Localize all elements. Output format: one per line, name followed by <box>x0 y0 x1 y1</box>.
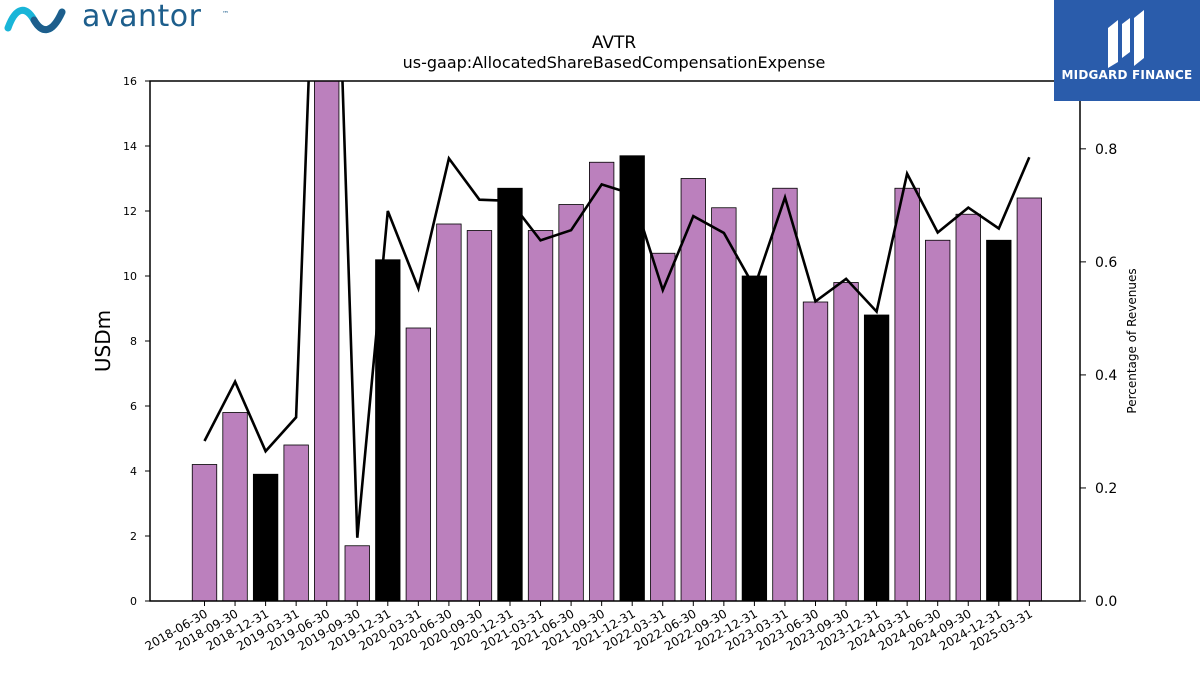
y-tick-label: 6 <box>130 400 137 413</box>
company-logo-tm: ™ <box>222 10 229 18</box>
bar <box>344 545 370 601</box>
bar <box>833 282 859 601</box>
y-tick-label: 10 <box>123 270 137 283</box>
bar <box>680 178 706 601</box>
y-tick-label: 16 <box>123 75 137 88</box>
bar <box>558 204 584 601</box>
chart-subtitle: us-gaap:AllocatedShareBasedCompensationE… <box>403 53 826 72</box>
bar <box>955 213 981 601</box>
chart-title: AVTR <box>592 33 637 53</box>
bar <box>283 444 309 601</box>
bar <box>466 230 493 601</box>
bar <box>802 301 829 601</box>
bar <box>191 464 218 601</box>
y-axis-label: USDm <box>91 310 115 372</box>
y2-axis-label: Percentage of Revenues <box>1125 268 1139 413</box>
y-tick-label: 14 <box>123 140 137 153</box>
y2-axis-ticks: 0.0 0.2 0.4 0.6 0.8 <box>1080 142 1117 610</box>
bar <box>252 473 279 601</box>
avantor-swoosh-icon <box>4 7 66 33</box>
y2-tick-label: 0.4 <box>1095 368 1117 384</box>
y2-tick-label: 0.2 <box>1095 481 1117 497</box>
company-logo-text: avantor <box>82 0 202 34</box>
y-tick-label: 12 <box>123 205 137 218</box>
bar <box>741 275 768 601</box>
bar <box>711 207 737 601</box>
partner-badge: MIDGARD FINANCE <box>1054 0 1200 101</box>
bars-layer <box>191 81 1042 601</box>
percent-of-revenues-line <box>203 81 1031 538</box>
bar <box>222 412 248 601</box>
x-axis-ticks: 2018-06-302018-09-302018-12-312019-03-31… <box>143 601 1035 653</box>
partner-logo-text: MIDGARD FINANCE <box>1061 68 1193 82</box>
bar <box>1016 197 1042 601</box>
bar <box>436 223 462 601</box>
y2-tick-label: 0.6 <box>1095 255 1117 271</box>
bar <box>650 252 676 601</box>
bar <box>619 155 645 601</box>
bar <box>894 187 920 601</box>
bar <box>405 327 432 601</box>
line-layer <box>203 81 1031 538</box>
bar <box>863 314 890 601</box>
y-axis-ticks: 0 2 4 6 8 10 12 14 16 <box>123 75 150 608</box>
y2-tick-label: 0.8 <box>1095 142 1117 158</box>
y-tick-label: 0 <box>130 595 137 608</box>
bar <box>589 161 615 601</box>
y-tick-label: 4 <box>130 465 137 478</box>
y-tick-label: 8 <box>130 335 137 348</box>
bar <box>375 259 401 601</box>
bar <box>986 239 1012 601</box>
bar <box>772 187 798 601</box>
bar <box>497 187 523 601</box>
midgard-monogram-icon <box>1108 10 1144 68</box>
y2-tick-label: 0.0 <box>1095 594 1117 610</box>
bar <box>925 239 951 601</box>
bar <box>314 81 340 601</box>
y-tick-label: 2 <box>130 530 137 543</box>
bar <box>527 230 554 601</box>
